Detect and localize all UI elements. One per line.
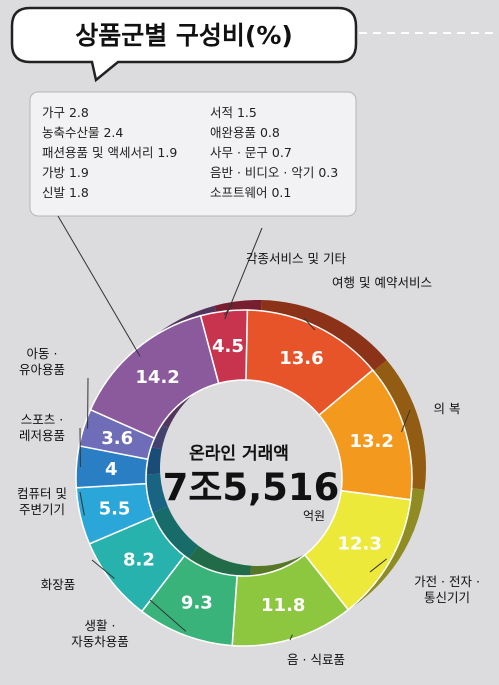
center-amount: 7조5,516	[163, 466, 340, 509]
breakdown-list: 가구 2.8 농축수산물 2.4 패션용품 및 액세서리 1.9 가방 1.9 신발 1…	[42, 105, 338, 200]
slice-value: 5.5	[99, 498, 131, 519]
breakdown-item: 농축수산물 2.4	[42, 125, 123, 140]
slice-value: 8.2	[123, 550, 155, 571]
slice-label: 아동 · 유아용품	[19, 346, 65, 377]
slice-label: 여행 및 예약서비스	[332, 275, 432, 290]
leader-line	[369, 558, 387, 573]
leader-line	[289, 634, 293, 641]
slice-label: 각종서비스 및 기타	[246, 251, 346, 266]
slice-value: 11.8	[261, 595, 305, 616]
breakdown-item: 사무 · 문구 0.7	[210, 145, 292, 160]
leader-line	[91, 559, 115, 579]
chart-title: 상품군별 구성비(%)	[75, 21, 293, 50]
slice-values: 4.5 13.6 13.2 12.3 11.8 9.3 8.2 5.5 4 3.6 14.2	[99, 336, 394, 616]
slice-label: 음 · 식료품	[287, 652, 345, 667]
breakdown-item: 가구 2.8	[42, 105, 89, 120]
slice-label: 의 복	[434, 401, 461, 416]
slice-label: 화장품	[41, 577, 76, 592]
breakdown-item: 신발 1.8	[42, 185, 89, 200]
slice-value: 13.6	[279, 348, 323, 369]
slice-value: 9.3	[181, 592, 213, 613]
slice-label: 생활 · 자동차용품	[71, 618, 129, 649]
breakdown-item: 패션용품 및 액세서리 1.9	[42, 145, 177, 160]
slice-value: 4	[105, 459, 118, 480]
breakdown-item: 소프트웨어 0.1	[210, 185, 291, 200]
slice-value: 3.6	[101, 428, 133, 449]
leader-line	[400, 409, 411, 433]
breakdown-item: 서적 1.5	[210, 105, 257, 120]
center-title: 온라인 거래액	[189, 444, 289, 464]
breakdown-box	[29, 91, 357, 217]
leader-lines	[57, 215, 411, 641]
slice-label: 스포츠 · 레저용품	[19, 412, 65, 443]
breakdown-leader-right	[224, 227, 263, 320]
slice-label: 가전 · 전자 · 통신기기	[414, 574, 480, 605]
slice-value: 14.2	[135, 367, 179, 388]
breakdown-item: 애완용품 0.8	[210, 125, 280, 140]
leader-line	[149, 599, 187, 632]
leader-line	[79, 491, 85, 516]
ring-slices	[75, 309, 413, 647]
breakdown-leader	[57, 215, 141, 357]
slice-value: 13.2	[349, 431, 393, 452]
slice	[89, 314, 220, 440]
slice-value: 4.5	[212, 336, 244, 357]
slice-label: 컴퓨터 및 주변기기	[17, 486, 67, 517]
title-bubble	[10, 6, 358, 83]
slice-value: 12.3	[337, 534, 381, 555]
leader-line	[303, 317, 316, 331]
center-unit: 억원	[303, 509, 325, 523]
breakdown-item: 가방 1.9	[42, 165, 89, 180]
breakdown-item: 음반 · 비디오 · 악기 0.3	[210, 165, 338, 180]
